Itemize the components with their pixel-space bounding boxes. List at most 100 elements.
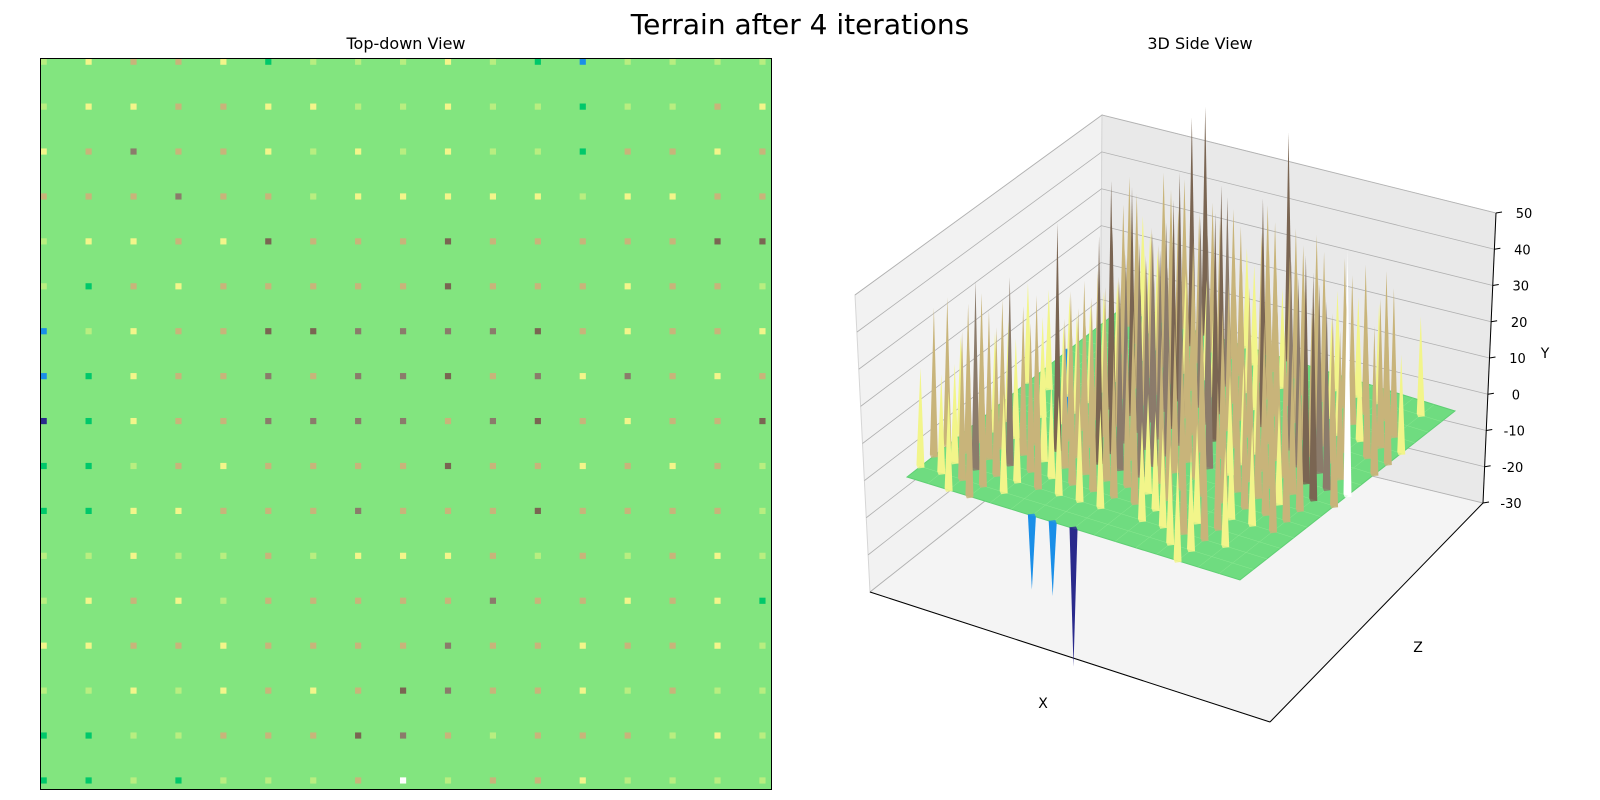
heatmap-cell-16-11 bbox=[534, 777, 541, 784]
z-tick-label-4: 10 bbox=[1509, 352, 1526, 367]
spike-9-6 bbox=[1170, 323, 1179, 473]
heatmap-cell-8-13 bbox=[624, 417, 631, 425]
spike-13-13 bbox=[1348, 275, 1357, 425]
heatmap-cell-9-7 bbox=[355, 462, 362, 470]
heatmap-cell-4-10 bbox=[489, 238, 497, 245]
heatmap-cell-10-7 bbox=[355, 507, 362, 515]
heatmap-cell-7-12 bbox=[579, 373, 586, 380]
heatmap-cell-8-7 bbox=[355, 417, 362, 425]
heatmap-cell-6-6 bbox=[310, 328, 317, 335]
heatmap-cell-14-5 bbox=[265, 687, 272, 694]
heatmap-cell-6-4 bbox=[220, 328, 227, 335]
3d-surface-plot: -30 -20 -10 0 10 20 30 40 50 X Z Y bbox=[854, 106, 1550, 723]
heatmap-cell-15-11 bbox=[534, 732, 541, 739]
spike-15-8 bbox=[1322, 301, 1331, 491]
heatmap-cell-3-8 bbox=[399, 193, 407, 200]
heatmap-cell-15-0 bbox=[41, 732, 47, 739]
heatmap-cell-14-14 bbox=[669, 687, 676, 694]
heatmap-cell-15-4 bbox=[220, 732, 227, 739]
heatmap-cell-5-13 bbox=[624, 283, 631, 290]
spike-0-1 bbox=[916, 367, 925, 468]
heatmap-cell-13-4 bbox=[220, 642, 227, 649]
heatmap-cell-15-6 bbox=[310, 732, 317, 739]
heatmap-cell-5-15 bbox=[714, 283, 721, 290]
heatmap-cell-3-5 bbox=[265, 193, 272, 200]
heatmap-cell-15-2 bbox=[130, 732, 137, 739]
heatmap-cell-2-3 bbox=[175, 148, 182, 155]
spike-8-0 bbox=[1069, 527, 1078, 667]
heatmap-cell-8-5 bbox=[265, 417, 272, 425]
heatmap-cell-15-14 bbox=[669, 732, 676, 739]
heatmap-cell-14-16 bbox=[759, 687, 766, 694]
heatmap-cell-15-3 bbox=[175, 732, 182, 739]
spike-14-5 bbox=[1261, 366, 1270, 516]
heatmap-cell-0-1 bbox=[85, 59, 92, 65]
spike-15-13 bbox=[1389, 288, 1398, 438]
heatmap-cell-4-1 bbox=[85, 238, 92, 245]
heatmap-cell-7-5 bbox=[265, 373, 272, 380]
spike-15-5 bbox=[1282, 372, 1291, 522]
spike-14-12 bbox=[1355, 341, 1364, 442]
heatmap-cell-5-12 bbox=[579, 283, 586, 290]
heatmap-cell-9-9 bbox=[444, 462, 452, 470]
heatmap-cell-9-0 bbox=[41, 462, 47, 470]
spike-7-5 bbox=[1115, 281, 1124, 471]
spike-13-2 bbox=[1200, 391, 1209, 541]
heatmap-cell-13-5 bbox=[265, 642, 272, 649]
heatmap-cell-4-0 bbox=[41, 238, 47, 245]
heatmap-cell-1-6 bbox=[310, 103, 317, 110]
heatmap-cell-6-12 bbox=[579, 328, 586, 335]
heatmap-cell-12-4 bbox=[220, 597, 227, 604]
spike-4-3 bbox=[1026, 322, 1035, 473]
heatmap-cell-11-11 bbox=[534, 552, 541, 559]
heatmap-cell-9-13 bbox=[624, 462, 631, 470]
heatmap-cell-16-5 bbox=[265, 777, 272, 784]
z-tick-mark-0 bbox=[1482, 501, 1490, 504]
spike-6-5 bbox=[1095, 235, 1104, 465]
heatmap-cell-14-11 bbox=[534, 687, 541, 694]
spike-16-12 bbox=[1397, 354, 1406, 455]
heatmap-cell-15-9 bbox=[444, 732, 452, 739]
heatmap-cell-4-8 bbox=[399, 238, 407, 245]
heatmap-cell-5-14 bbox=[669, 283, 676, 290]
heatmap-cell-9-6 bbox=[310, 462, 317, 470]
heatmap-cell-3-7 bbox=[355, 193, 362, 200]
heatmap-cell-15-16 bbox=[759, 732, 766, 739]
spike-14-9 bbox=[1315, 284, 1324, 474]
grid-line-z-4 bbox=[862, 262, 1490, 444]
heatmap-cell-3-13 bbox=[624, 193, 631, 200]
heatmap-cell-14-0 bbox=[41, 687, 47, 694]
heatmap-cell-7-9 bbox=[444, 373, 452, 380]
heatmap-cell-11-6 bbox=[310, 552, 317, 559]
heatmap-cell-13-2 bbox=[130, 642, 137, 649]
heatmap-cell-11-2 bbox=[130, 552, 137, 559]
heatmap-cell-12-8 bbox=[399, 597, 407, 604]
heatmap-cell-7-13 bbox=[624, 373, 631, 380]
heatmap-cell-6-14 bbox=[669, 328, 676, 335]
heatmap-cell-6-5 bbox=[265, 328, 272, 335]
heatmap-cell-10-16 bbox=[759, 507, 766, 515]
heatmap-cell-16-14 bbox=[669, 777, 676, 784]
z-tick-label-0: -30 bbox=[1500, 497, 1521, 512]
heatmap-cell-16-2 bbox=[130, 777, 137, 784]
heatmap-cell-1-7 bbox=[355, 103, 362, 110]
heatmap-cell-13-15 bbox=[714, 642, 721, 649]
heatmap-cell-15-8 bbox=[399, 732, 407, 739]
heatmap-cell-14-1 bbox=[85, 687, 92, 694]
heatmap-cell-14-13 bbox=[624, 687, 631, 694]
heatmap-cell-7-11 bbox=[534, 373, 541, 380]
heatmap-cell-7-7 bbox=[355, 373, 362, 380]
heatmap-cell-3-4 bbox=[220, 193, 227, 200]
heatmap-cell-5-11 bbox=[534, 283, 541, 290]
heatmap-cell-8-3 bbox=[175, 417, 182, 425]
heatmap-cell-4-12 bbox=[579, 238, 586, 245]
heatmap-cell-12-12 bbox=[579, 597, 586, 604]
heatmap-cell-11-7 bbox=[355, 552, 362, 559]
heatmap-cell-7-1 bbox=[85, 373, 92, 380]
spike-14-7 bbox=[1288, 345, 1297, 495]
heatmap-cell-0-4 bbox=[220, 59, 227, 65]
heatmap-cell-3-6 bbox=[310, 193, 317, 200]
heatmap-cell-8-15 bbox=[714, 417, 721, 425]
spike-13-1 bbox=[1187, 451, 1195, 552]
spike-4-1 bbox=[999, 393, 1008, 494]
